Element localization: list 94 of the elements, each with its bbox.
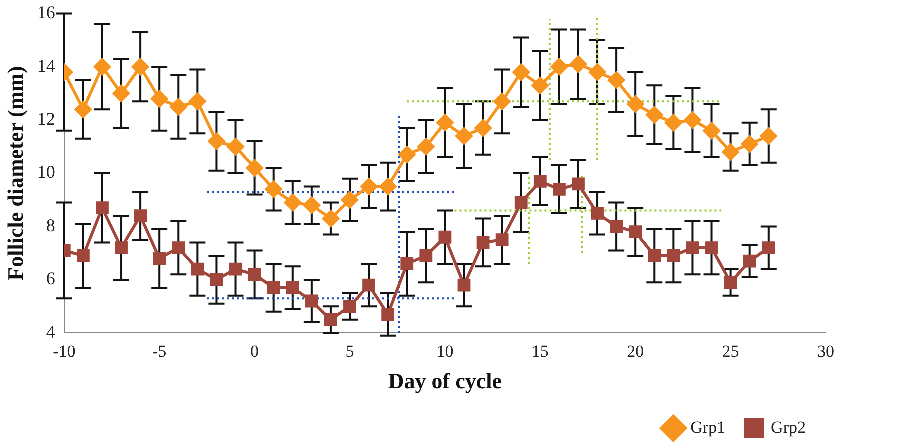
point	[705, 242, 718, 254]
point	[324, 313, 338, 326]
x-tick-label: 15	[532, 342, 549, 361]
point	[534, 175, 547, 188]
point	[420, 250, 433, 262]
y-tick-label: 14	[37, 56, 56, 76]
point	[743, 254, 756, 268]
point	[227, 138, 244, 156]
point	[172, 242, 186, 254]
point	[284, 194, 302, 212]
point	[438, 230, 452, 244]
point	[380, 178, 397, 196]
point	[550, 58, 568, 76]
point	[665, 114, 682, 132]
point	[629, 226, 642, 239]
point	[248, 268, 262, 282]
point	[724, 276, 738, 290]
point	[762, 242, 776, 254]
point	[512, 64, 530, 81]
legend-label: Grp2	[771, 418, 806, 437]
point	[703, 122, 720, 140]
point	[94, 58, 111, 76]
point	[532, 77, 549, 94]
point	[684, 112, 702, 129]
point	[458, 278, 471, 292]
point	[398, 146, 416, 164]
point	[572, 178, 585, 191]
x-tick-label: 30	[818, 342, 834, 361]
point	[229, 262, 242, 276]
y-axis-title: Follicle diameter (mm)	[2, 66, 28, 281]
point	[418, 138, 435, 156]
point	[208, 133, 226, 150]
point	[303, 196, 320, 214]
point	[115, 242, 128, 254]
point	[153, 252, 166, 266]
point	[648, 250, 662, 262]
point	[610, 220, 624, 234]
x-axis-title: Day of cycle	[388, 368, 502, 394]
y-tick-label: 12	[37, 109, 56, 129]
point	[382, 308, 395, 322]
x-tick-label: 0	[250, 342, 260, 361]
point	[456, 128, 473, 145]
point	[76, 250, 90, 262]
point	[686, 242, 700, 254]
point	[267, 282, 280, 294]
point	[96, 202, 109, 215]
point	[305, 294, 318, 308]
point	[608, 72, 626, 89]
point	[191, 262, 204, 276]
y-tick-label: 10	[37, 162, 56, 182]
x-tick-label: 25	[722, 342, 740, 361]
point	[342, 192, 358, 209]
point	[722, 144, 740, 161]
point	[436, 114, 454, 132]
point	[474, 120, 492, 137]
point	[170, 98, 188, 116]
x-tick-label: 10	[436, 342, 454, 361]
x-tick-label: -5	[152, 342, 167, 361]
point	[476, 236, 490, 250]
point	[362, 278, 376, 292]
point	[589, 64, 606, 81]
y-tick-label: 6	[46, 268, 56, 289]
point	[151, 90, 168, 108]
point	[591, 206, 604, 220]
point	[265, 180, 282, 198]
point	[570, 56, 587, 73]
point	[514, 196, 528, 210]
point	[210, 274, 224, 286]
point	[246, 160, 264, 177]
y-tick-label: 4	[46, 322, 56, 342]
point	[760, 128, 778, 145]
point	[344, 300, 356, 314]
point	[113, 85, 130, 102]
x-tick-label: 20	[627, 342, 644, 361]
point	[134, 210, 148, 223]
point	[667, 250, 680, 262]
point	[189, 93, 206, 110]
y-tick-label: 8	[46, 215, 56, 236]
point	[496, 234, 509, 246]
point	[741, 136, 758, 153]
point	[646, 106, 664, 124]
point	[132, 58, 150, 76]
point	[627, 96, 644, 113]
point	[322, 210, 340, 228]
point	[400, 258, 414, 270]
point	[74, 101, 92, 118]
legend-label: Grp1	[690, 418, 726, 437]
point	[552, 183, 566, 196]
point	[286, 282, 300, 294]
x-tick-label: 5	[346, 342, 354, 361]
y-tick-label: 16	[37, 2, 56, 23]
point	[360, 178, 378, 196]
x-tick-label: -10	[53, 342, 76, 361]
point	[494, 93, 511, 110]
